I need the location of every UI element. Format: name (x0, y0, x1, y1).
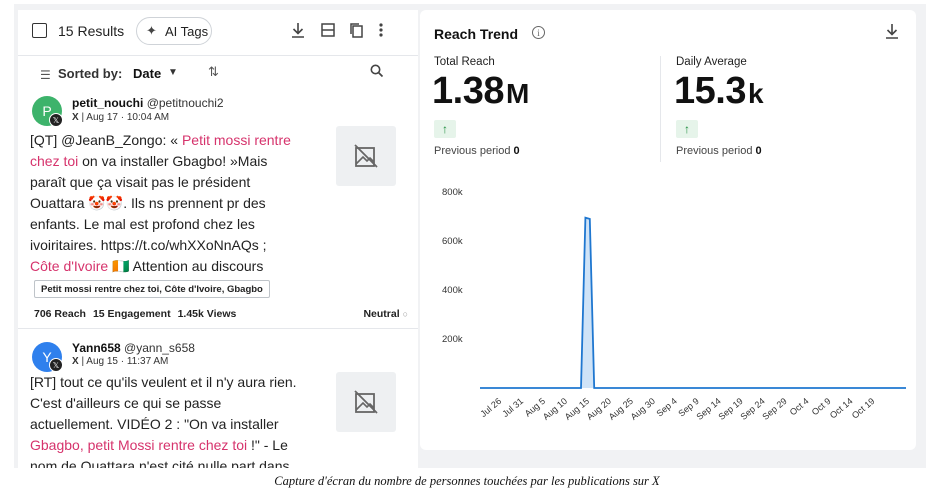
sort-direction-icon[interactable]: ⇅ (208, 64, 219, 79)
post-meta: X | Aug 15 · 11:37 AM (72, 356, 169, 367)
post-text: [RT] tout ce qu'ils veulent et il n'y au… (30, 372, 330, 468)
arrow-up-icon: ↑ (676, 120, 698, 138)
post-text-segment: Ouattara 🤡🤡. Ils ns prennent pr des (30, 195, 266, 211)
post-text-segment: paraît que ça visait pas le président (30, 174, 251, 190)
layout-icon[interactable] (320, 21, 336, 44)
hashtag-keyword[interactable]: Petit mossi rentre (181, 132, 291, 148)
download-icon[interactable] (290, 21, 306, 44)
reach-area (480, 217, 906, 388)
reach-line (480, 216, 906, 389)
magic-wand-icon: ✦ (146, 23, 157, 38)
search-icon[interactable] (370, 64, 384, 82)
y-tick-label: 400k (442, 285, 463, 296)
sort-bar: ☰ Sorted by: Date ▼ ⇅ (18, 56, 418, 92)
x-tick-label: Oct 19 (850, 396, 877, 421)
ai-tags-button[interactable]: ✦ AI Tags (136, 17, 212, 45)
hashtag-keyword[interactable]: Gbagbo, petit Mossi rentre chez toi (30, 437, 248, 453)
reach-stat: 706 Reach (34, 308, 86, 320)
sort-dropdown[interactable]: Date (133, 66, 162, 81)
post-stats: 706 Reach 15 Engagement 1.45k Views (34, 308, 243, 320)
x-tick-label: Sep 29 (760, 396, 788, 422)
daily-previous-period: Previous period 0 (676, 145, 762, 157)
post-text-segment: on va installer Gbagbo! »Mais (78, 153, 268, 169)
x-tick-label: Sep 4 (654, 396, 678, 419)
reach-trend-card: Reach Trend i Total Reach 1.38M ↑ Previo… (420, 10, 916, 450)
post-text-segment: actuellement. VIDÉO 2 : "On va installer (30, 416, 279, 432)
post-text-segment: nom de Ouattara n'est cité nulle part da… (30, 458, 290, 468)
x-logo-icon: 𝕏 (49, 358, 63, 372)
hashtag-keyword[interactable]: chez toi (30, 153, 79, 169)
no-image-icon (336, 126, 396, 186)
y-tick-label: 200k (442, 334, 463, 345)
sentiment-circle-icon: ○ (402, 309, 408, 319)
post-text-line: Gbagbo, petit Mossi rentre chez toi !" -… (30, 435, 330, 456)
post-text-segment: [RT] tout ce qu'ils veulent et il n'y au… (30, 374, 297, 390)
post-username[interactable]: petit_nouchi @petitnouchi2 (72, 96, 224, 110)
select-all-checkbox[interactable] (32, 23, 47, 38)
post-text-segment: C'est d'ailleurs ce qui se passe (30, 395, 222, 411)
post-username[interactable]: Yann658 @yann_s658 (72, 341, 195, 355)
post-text-segment: [QT] @JeanB_Zongo: « (30, 132, 182, 148)
x-tick-label: Jul 31 (500, 396, 525, 419)
daily-average-value: 15.3k (674, 70, 764, 112)
copy-icon[interactable] (348, 21, 364, 44)
download-icon[interactable] (884, 22, 900, 45)
x-logo-icon: 𝕏 (49, 113, 63, 127)
post-meta: X | Aug 17 · 10:04 AM (72, 112, 170, 123)
hashtag-keyword[interactable]: Côte d'Ivoire (30, 258, 109, 274)
arrow-up-icon: ↑ (434, 120, 456, 138)
tags-box: Petit mossi rentre chez toi, Côte d'Ivoi… (34, 280, 270, 298)
post-text-line: nom de Ouattara n'est cité nulle part da… (30, 456, 330, 468)
post-text-line: ivoiritaires. https://t.co/whXXoNnAQs ; (30, 235, 330, 256)
y-tick-label: 600k (442, 236, 463, 247)
post-text-line: [QT] @JeanB_Zongo: « Petit mossi rentre (30, 130, 330, 151)
post-text-line: [RT] tout ce qu'ils veulent et il n'y au… (30, 372, 330, 393)
info-icon[interactable]: i (532, 26, 545, 39)
post-text-segment: ivoiritaires. https://t.co/whXXoNnAQs ; (30, 237, 267, 253)
post-text-segment: !" - Le (247, 437, 288, 453)
post-text-line: enfants. Le mal est profond chez les (30, 214, 330, 235)
posts-panel: 15 Results ✦ AI Tags ☰ Sorted by: Date ▼ (18, 10, 418, 468)
results-count: 15 Results (58, 23, 125, 39)
x-tick-label: Aug 30 (629, 396, 657, 422)
total-previous-period: Previous period 0 (434, 145, 520, 157)
total-reach-label: Total Reach (434, 56, 495, 68)
post-divider (18, 328, 418, 329)
post-text-line: C'est d'ailleurs ce qui se passe (30, 393, 330, 414)
post-text-line: Côte d'Ivoire 🇨🇮 Attention au discours (30, 256, 330, 277)
kpi-divider (660, 56, 661, 162)
x-tick-label: Jul 26 (478, 396, 503, 419)
screenshot-frame: 15 Results ✦ AI Tags ☰ Sorted by: Date ▼ (14, 4, 926, 468)
engagement-stat: 15 Engagement (92, 308, 171, 320)
chevron-down-icon[interactable]: ▼ (168, 67, 178, 78)
y-tick-label: 800k (442, 187, 463, 198)
posts-toolbar: 15 Results ✦ AI Tags (18, 10, 418, 56)
figure-caption: Capture d'écran du nombre de personnes t… (274, 474, 660, 488)
post-text: [QT] @JeanB_Zongo: « Petit mossi rentre c… (30, 130, 330, 277)
post-text-line: Ouattara 🤡🤡. Ils ns prennent pr des (30, 193, 330, 214)
sort-label: Sorted by: (58, 66, 123, 81)
no-image-icon (336, 372, 396, 432)
post-text-line: paraît que ça visait pas le président (30, 172, 330, 193)
post-text-line: actuellement. VIDÉO 2 : "On va installer (30, 414, 330, 435)
reach-trend-title: Reach Trend (434, 26, 519, 42)
daily-average-label: Daily Average (676, 56, 747, 68)
post-text-segment: enfants. Le mal est profond chez les (30, 216, 255, 232)
ai-tags-label: AI Tags (165, 23, 209, 39)
post-text-segment: 🇨🇮 Attention au discours (108, 258, 264, 274)
more-vertical-icon[interactable] (376, 21, 386, 44)
views-stat: 1.45k Views (177, 308, 237, 320)
post-text-line: chez toi on va installer Gbagbo! »Mais (30, 151, 330, 172)
x-tick-label: Oct 14 (828, 396, 855, 421)
sentiment-badge[interactable]: Neutral ○ (363, 308, 408, 320)
x-tick-label: Oct 4 (788, 396, 811, 417)
total-reach-value: 1.38M (432, 70, 529, 112)
sort-lines-icon: ☰ (40, 68, 51, 82)
